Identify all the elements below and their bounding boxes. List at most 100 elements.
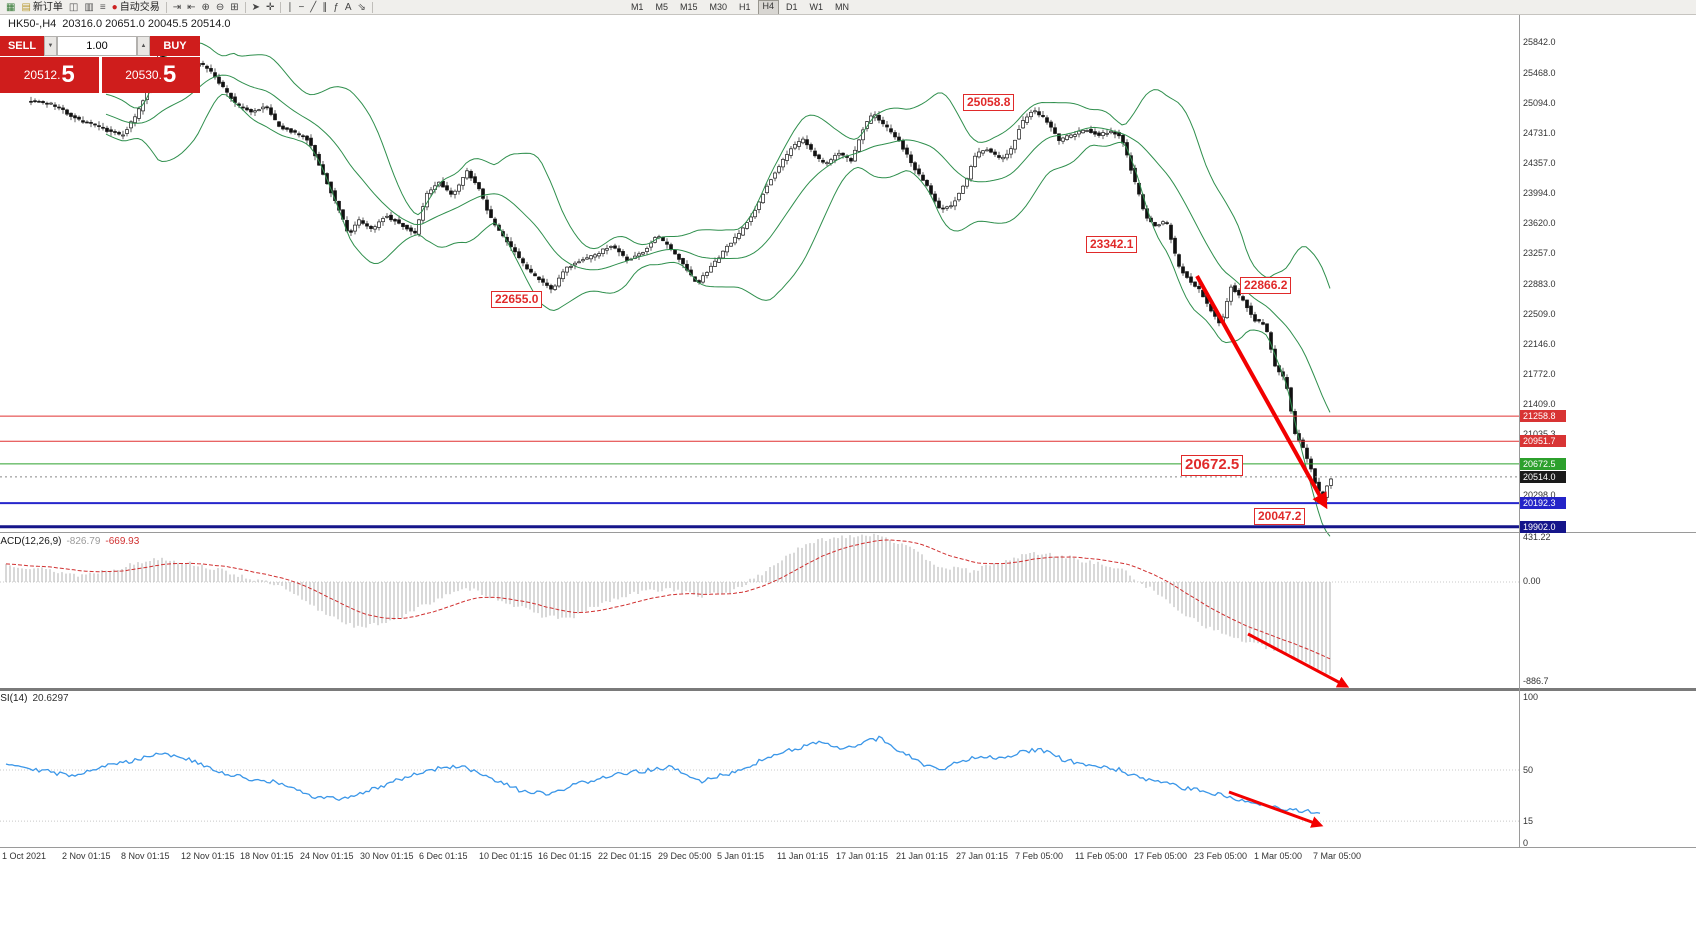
buy-price-main: 20530. bbox=[125, 68, 162, 82]
rsi-scale-label: 50 bbox=[1523, 765, 1534, 775]
time-axis-label: 7 Mar 05:00 bbox=[1313, 851, 1362, 861]
volume-increase-button[interactable]: ▲ bbox=[137, 36, 150, 56]
new-chart-icon[interactable]: ▦ bbox=[3, 1, 18, 14]
timeframe-button-d1[interactable]: D1 bbox=[786, 1, 798, 12]
time-axis-label: 1 Mar 05:00 bbox=[1254, 851, 1303, 861]
timeframe-button-m5[interactable]: M5 bbox=[655, 1, 668, 12]
macd-signal-line bbox=[5, 539, 1331, 660]
fibonacci-icon[interactable]: ƒ bbox=[330, 1, 342, 14]
chart-window-icon[interactable]: ◫ bbox=[66, 1, 81, 14]
time-axis-separator bbox=[0, 847, 1696, 848]
price-annotation[interactable]: 23342.1 bbox=[1086, 236, 1138, 253]
price-annotation[interactable]: 20672.5 bbox=[1181, 455, 1244, 476]
zoom-in-icon[interactable]: ⊕ bbox=[198, 1, 212, 14]
timeframe-button-mn[interactable]: MN bbox=[835, 1, 850, 12]
volume-input[interactable] bbox=[57, 36, 137, 56]
time-axis-label: 5 Jan 01:15 bbox=[717, 851, 765, 861]
price-scale-label: 22146.0 bbox=[1523, 339, 1556, 349]
new-order-button[interactable]: ▤ 新订单 bbox=[18, 1, 65, 14]
bollinger-band bbox=[105, 42, 1331, 289]
buy-button[interactable]: BUY bbox=[150, 36, 200, 56]
timeframe-button-m1[interactable]: M1 bbox=[630, 1, 644, 12]
time-axis-label: 8 Nov 01:15 bbox=[121, 851, 170, 861]
time-axis-label: 11 Jan 01:15 bbox=[777, 851, 829, 861]
time-axis-label: 30 Nov 01:15 bbox=[360, 851, 414, 861]
time-axis-label: 10 Dec 01:15 bbox=[479, 851, 533, 861]
timeframe-button-h1[interactable]: H1 bbox=[739, 1, 751, 12]
price-scale-label: 22883.0 bbox=[1523, 279, 1556, 289]
volume-decrease-button[interactable]: ▼ bbox=[44, 36, 57, 56]
vertical-line-icon[interactable]: ∣ bbox=[284, 1, 295, 14]
price-annotation[interactable]: 25058.8 bbox=[963, 94, 1015, 111]
price-scale-label: 25842.0 bbox=[1523, 37, 1556, 47]
timeframe-button-h4[interactable]: H4 bbox=[757, 0, 780, 14]
main-macd-separator bbox=[0, 532, 1696, 533]
price-scale-label: 25094.0 bbox=[1523, 98, 1556, 108]
price-tag: 20192.3 bbox=[1520, 497, 1566, 509]
price-tag: 20672.5 bbox=[1520, 458, 1566, 470]
channel-icon: ∥ bbox=[322, 1, 328, 13]
macd-scale-label: 431.22 bbox=[1523, 532, 1551, 542]
price-annotation[interactable]: 22655.0 bbox=[491, 291, 543, 308]
price-scale-label: 25468.0 bbox=[1523, 68, 1556, 78]
macd-indicator-header: MACD(12,26,9) -826.79 -669.93 bbox=[0, 536, 144, 547]
scroll-to-end-icon[interactable]: ⇥ bbox=[170, 1, 184, 14]
profiles-icon[interactable]: ▥ bbox=[81, 1, 96, 14]
autotrading-button[interactable]: ● 自动交易 bbox=[109, 1, 163, 14]
timeframe-button-w1[interactable]: W1 bbox=[809, 1, 824, 12]
buy-price[interactable]: 20530. 5 bbox=[101, 57, 200, 93]
tile-windows-icon[interactable]: ⊞ bbox=[227, 1, 241, 14]
rsi-name: RSI(14) bbox=[0, 693, 28, 704]
main-toolbar: ▦ ▤ 新订单 ◫ ▥ ≡ ● 自动交易 ⇥ ⇤ ⊕ ⊖ ⊞ ➤ ✛ ∣ − ╱ ∥ ƒ A ⇘ M1 M5 M15 M30 H1 H… bbox=[0, 0, 1696, 15]
sell-price-main: 20512. bbox=[23, 68, 61, 82]
macd-main-value: -826.79 bbox=[66, 536, 101, 547]
symbol-timeframe-label: HK50-,H4 bbox=[8, 18, 57, 30]
toolbar-separator bbox=[244, 1, 246, 13]
horizontal-line-icon: − bbox=[298, 1, 305, 13]
chart-shift-icon[interactable]: ⇤ bbox=[184, 1, 198, 14]
chart-ohlc-header: HK50-,H4 20316.0 20651.0 20045.5 20514.0 bbox=[8, 18, 237, 30]
arrows-tool-icon: ⇘ bbox=[357, 1, 366, 13]
channel-icon[interactable]: ∥ bbox=[319, 1, 330, 14]
zoom-out-icon[interactable]: ⊖ bbox=[213, 1, 227, 14]
sell-button[interactable]: SELL bbox=[0, 36, 44, 56]
arrows-tool-icon[interactable]: ⇘ bbox=[355, 1, 369, 14]
trend-arrow bbox=[1195, 275, 1328, 510]
macd-signal-value: -669.93 bbox=[105, 536, 140, 547]
price-annotation[interactable]: 22866.2 bbox=[1240, 277, 1292, 294]
price-scale-label: 23994.0 bbox=[1523, 188, 1556, 198]
time-axis-label: 7 Feb 05:00 bbox=[1015, 851, 1064, 861]
scroll-to-end-icon: ⇥ bbox=[172, 1, 182, 13]
trendline-icon[interactable]: ╱ bbox=[307, 1, 319, 14]
macd-scale-label: 0.00 bbox=[1523, 576, 1541, 586]
price-scale-separator bbox=[1519, 15, 1520, 848]
macd-rsi-splitter[interactable] bbox=[0, 688, 1696, 691]
macd-name: MACD(12,26,9) bbox=[0, 536, 62, 547]
time-axis-label: 22 Dec 01:15 bbox=[598, 851, 652, 861]
price-tag: 20514.0 bbox=[1520, 471, 1566, 483]
sell-price[interactable]: 20512. 5 bbox=[0, 57, 99, 93]
timeframe-button-m30[interactable]: M30 bbox=[709, 1, 727, 12]
time-axis-label: 23 Feb 05:00 bbox=[1194, 851, 1248, 861]
timeframe-toolbar: M1 M5 M15 M30 H1 H4 D1 W1 MN bbox=[626, 0, 854, 14]
text-icon[interactable]: A bbox=[342, 1, 355, 14]
price-tag: 19902.0 bbox=[1520, 521, 1566, 533]
rsi-indicator-header: RSI(14) 20.6297 bbox=[0, 693, 74, 704]
fibonacci-icon: ƒ bbox=[333, 1, 339, 13]
time-axis-label: 11 Feb 05:00 bbox=[1075, 851, 1128, 861]
timeframe-button-m15[interactable]: M15 bbox=[679, 1, 698, 12]
price-annotation[interactable]: 20047.2 bbox=[1254, 508, 1306, 525]
price-scale-label: 23620.0 bbox=[1523, 218, 1556, 228]
cursor-icon: ➤ bbox=[251, 1, 261, 13]
crosshair-icon[interactable]: ✛ bbox=[263, 1, 277, 14]
cursor-icon[interactable]: ➤ bbox=[249, 1, 263, 14]
new-order-button-label: 新订单 bbox=[32, 1, 63, 13]
time-axis-label: 27 Jan 01:15 bbox=[956, 851, 1009, 861]
price-scale-label: 21035.3 bbox=[1523, 429, 1556, 439]
market-watch-icon[interactable]: ≡ bbox=[97, 1, 109, 14]
horizontal-line-icon[interactable]: − bbox=[295, 1, 307, 14]
price-scale-label: 22509.0 bbox=[1523, 309, 1556, 319]
bollinger-band bbox=[105, 74, 1331, 413]
macd-histogram bbox=[5, 533, 1331, 675]
